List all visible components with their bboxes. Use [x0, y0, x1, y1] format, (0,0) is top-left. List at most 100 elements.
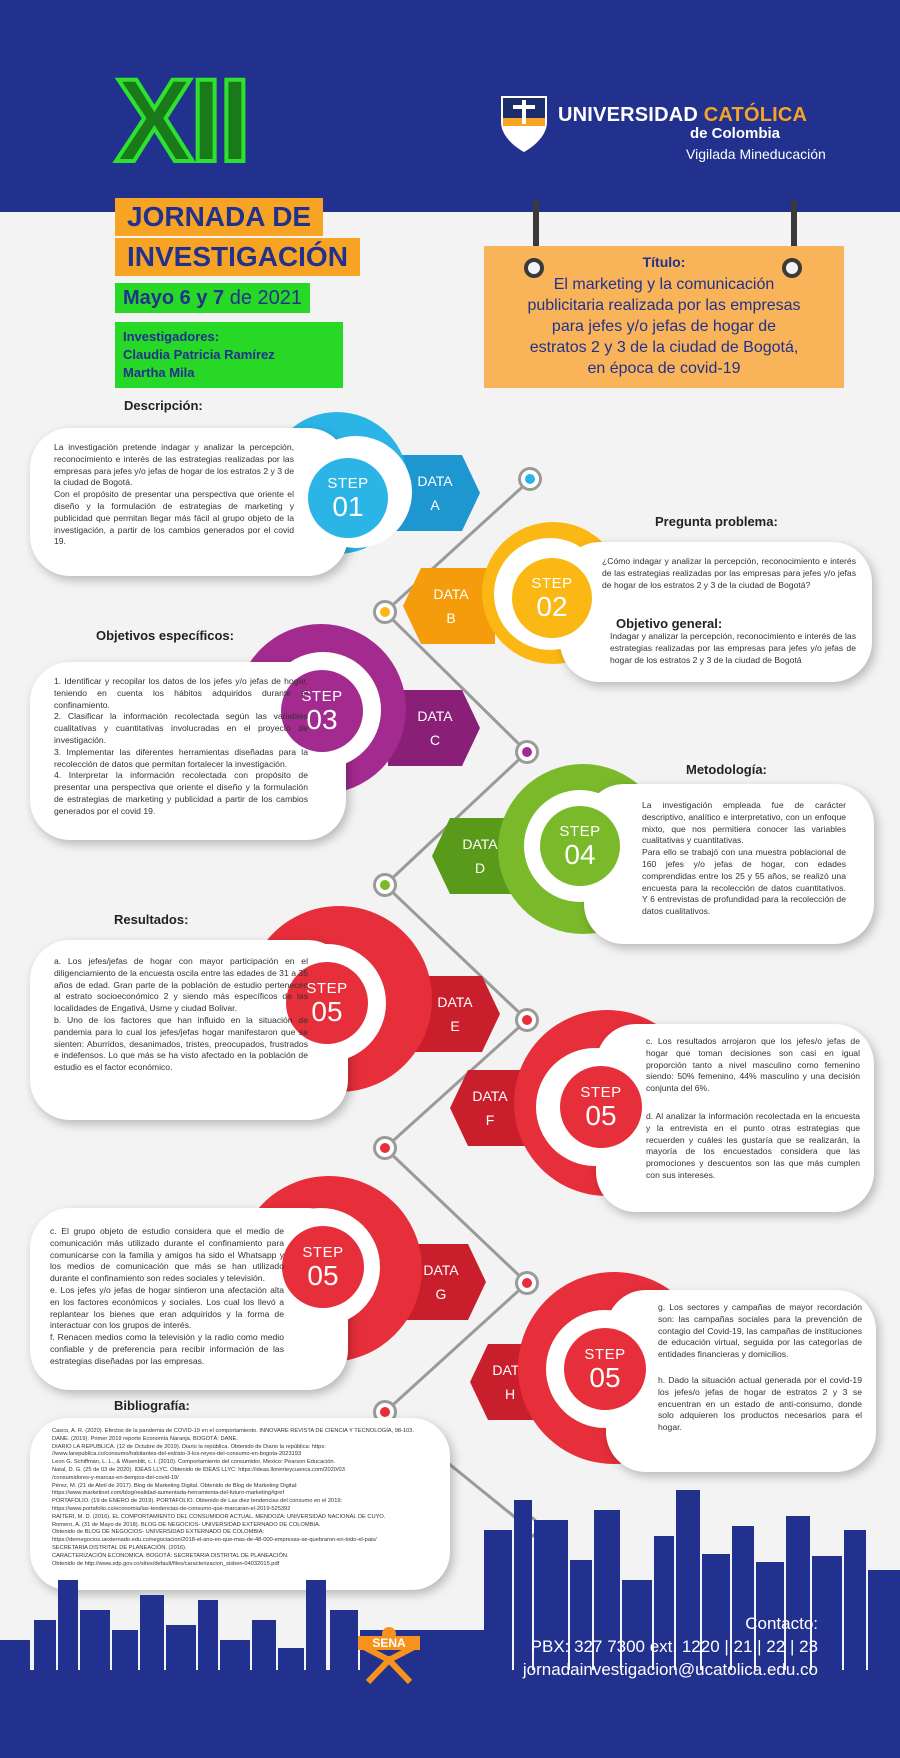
hanger-ring-right: [782, 258, 802, 278]
vigilada-label: Vigilada Mineducación: [686, 146, 826, 162]
sena-person-icon: [360, 1627, 418, 1685]
hanger-right: [791, 200, 797, 258]
step-number: 01: [332, 490, 364, 522]
step-number: 05: [311, 995, 343, 1027]
paragraph: 1. Identificar y recopilar los datos de …: [54, 676, 308, 710]
step-badge-01: STEP 01: [308, 458, 388, 538]
reference: https://www.portafolio.co/economia/las-t…: [52, 1505, 291, 1512]
step-badge-03: STEP 03: [281, 670, 363, 752]
reference: Romero, A. (31 de Mayo de 2018). BLOG DE…: [52, 1521, 321, 1528]
university-name: UNIVERSIDAD CATÓLICA: [558, 104, 807, 127]
resultados-ab-text: a. Los jefes/jefas de hogar con mayor pa…: [54, 956, 308, 1074]
reference: https://www.marketinet.com/blog/realidad…: [52, 1490, 285, 1497]
hanger-ring-left: [524, 258, 544, 278]
step-number: 03: [306, 703, 338, 735]
data-word: DATA: [472, 1088, 508, 1104]
data-tab-c-label: DATA C: [400, 690, 470, 766]
university-shield-icon: [501, 96, 547, 152]
contact-label: Contacto:: [745, 1614, 818, 1633]
reference: RAITERI, M. D. (2016). EL COMPORTAMIENTO…: [52, 1513, 386, 1520]
date-bold: Mayo 6 y 7: [123, 287, 225, 309]
sena-label: SENA: [358, 1636, 420, 1650]
step-badge-02: STEP 02: [512, 558, 592, 638]
step-word: STEP: [306, 979, 348, 997]
data-letter: B: [446, 610, 456, 626]
section-title-descripcion: Descripción:: [124, 398, 203, 413]
step-number: 05: [589, 1361, 621, 1393]
paragraph: b. Uno de los factores que han influido …: [54, 1014, 308, 1073]
objetivo-general-text: Indagar y analizar la percepción, recono…: [610, 631, 856, 665]
resultados-cef-text: c. El grupo objeto de estudio considera …: [50, 1226, 284, 1368]
reference: DIARIO LA REPUBLICA. (12 de Octubre de 2…: [52, 1443, 326, 1450]
date-rest: de 2021: [229, 287, 303, 309]
data-tab-b: [403, 568, 495, 644]
step-word: STEP: [302, 1243, 344, 1261]
hanger-left: [533, 200, 539, 258]
university-name-catolica: CATÓLICA: [703, 104, 808, 126]
paragraph: 4. Interpretar la información recolectad…: [54, 770, 308, 816]
data-word: DATA: [462, 836, 498, 852]
card-bibliografia: [30, 1418, 450, 1590]
paragraph: Con el propósito de presentar una perspe…: [54, 489, 294, 547]
title-line: El marketing y la comunicación: [553, 276, 775, 293]
investigators-box: Investigadores: Claudia Patricia Ramírez…: [115, 322, 343, 388]
objetivos-text: 1. Identificar y recopilar los datos de …: [54, 676, 308, 818]
connector-dot: [518, 1274, 536, 1292]
step-word: STEP: [531, 574, 573, 592]
data-word: DATA: [417, 473, 453, 489]
step-badge-05f: STEP 05: [560, 1066, 642, 1148]
reference: PORTAFOLIO. (19 de ENERO de 2019). PORTA…: [52, 1498, 343, 1505]
connector-dot: [518, 743, 536, 761]
reference: //www.larepublica.co/consumo/habitantes-…: [52, 1451, 302, 1458]
contact-email[interactable]: jornadainvestigacion@ucatolica.edu.co: [522, 1660, 818, 1679]
card-descripcion: [30, 428, 348, 576]
section-title-bibliografia: Bibliografía:: [114, 1398, 190, 1413]
data-letter: D: [474, 860, 486, 876]
step-number: 05: [585, 1099, 617, 1131]
title-box: Título: El marketing y la comunicación p…: [484, 246, 844, 388]
card-pregunta: [560, 542, 872, 682]
paragraph: e. Los jefes y/o jefas de hogar sintiero…: [50, 1284, 284, 1331]
resultados-gh-text: g. Los sectores y campañas de mayor reco…: [658, 1302, 862, 1434]
connector-dot: [521, 470, 539, 488]
city-skyline: [0, 1490, 900, 1758]
data-tab-a: [388, 455, 480, 531]
data-letter: C: [429, 732, 441, 748]
header-band: [0, 0, 900, 212]
paragraph: c. El grupo objeto de estudio considera …: [50, 1226, 284, 1284]
investigator-name: Claudia Patricia Ramírez: [123, 347, 275, 362]
contact-phone: PBX: 327 7300 ext. 1220 | 21 | 22 | 23: [530, 1637, 818, 1656]
title-text: El marketing y la comunicación publicita…: [484, 274, 844, 379]
reference: Pérez, M. (21 de Abril de 2017). Blog de…: [52, 1482, 298, 1489]
section-title-objetivos: Objetivos específicos:: [96, 628, 234, 643]
step-number: 05: [307, 1259, 339, 1291]
data-word: DATA: [437, 994, 473, 1010]
step-word: STEP: [327, 474, 369, 492]
paragraph: d. Al analizar la información recolectad…: [646, 1110, 860, 1180]
pregunta-text: ¿Cómo indagar y analizar la percepción, …: [602, 556, 856, 590]
paragraph: a. Los jefes/jefas de hogar con mayor pa…: [54, 956, 308, 1014]
data-letter: G: [435, 1286, 447, 1302]
step-word: STEP: [559, 822, 601, 840]
data-tab-a-label: DATA A: [400, 455, 470, 531]
investigacion-label: INVESTIGACIÓN: [115, 238, 360, 276]
investigators-label: Investigadores:: [123, 329, 220, 344]
paragraph: La investigación empleada fue de carácte…: [642, 800, 846, 846]
reference: Obtenido de BLOG DE NEGOCIOS- UNIVERSIDA…: [52, 1529, 265, 1536]
reference: https://dernegocios.uexternado.edu.co/ne…: [52, 1537, 377, 1544]
section-title-metodologia: Metodología:: [686, 762, 767, 777]
roman-numeral-title: XII: [113, 55, 253, 187]
paragraph: 3. Implementar las diferentes herramient…: [54, 746, 308, 769]
descripcion-text: La investigación pretende indagar y anal…: [54, 442, 294, 548]
data-word: DATA: [433, 586, 469, 602]
step-badge-05h: STEP 05: [564, 1328, 646, 1410]
investigator-name: Martha Mila: [123, 365, 195, 380]
reference: Leon G. Schiffman, L. L., & Wisenblit, c…: [52, 1459, 336, 1466]
section-title-objetivo-general: Objetivo general:: [616, 616, 723, 631]
title-label: Título:: [642, 254, 686, 270]
connector-dot: [376, 1403, 394, 1421]
data-letter: H: [504, 1386, 516, 1402]
reference: Natal, D. G. (25 de 03 de 2020). IDEAS L…: [52, 1466, 345, 1473]
step-number: 04: [564, 838, 596, 870]
data-tab-c: [388, 690, 480, 766]
